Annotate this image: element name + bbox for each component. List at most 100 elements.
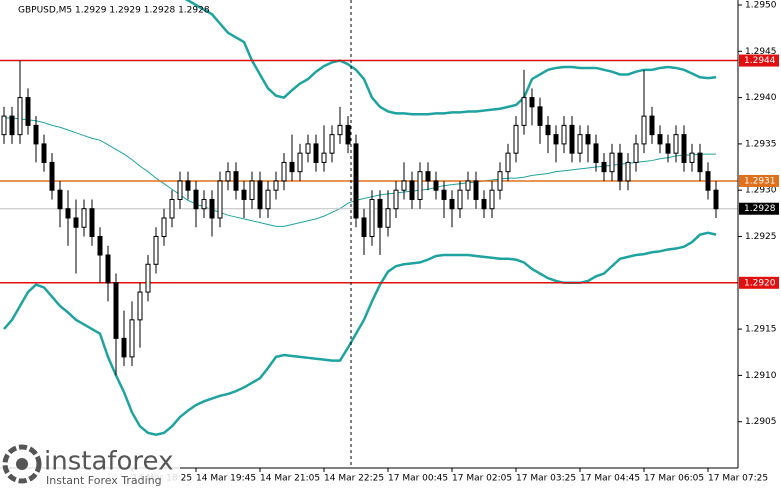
candle-body: [153, 236, 159, 265]
candle-body: [353, 143, 359, 219]
candle-body: [217, 180, 223, 219]
candle-body: [417, 171, 423, 200]
candle-body: [657, 134, 663, 145]
candle-body: [457, 189, 463, 210]
candle-body: [249, 180, 255, 200]
candle-body: [369, 198, 375, 238]
candle-body: [529, 97, 535, 108]
candle-body: [561, 124, 567, 145]
candle-body: [713, 189, 719, 210]
candle-body: [489, 189, 495, 210]
candle-body: [473, 180, 479, 200]
candle-body: [521, 97, 527, 126]
candle-body: [577, 134, 583, 154]
candle-body: [665, 143, 671, 154]
candle-body: [49, 161, 55, 191]
candle-body: [585, 134, 591, 145]
candle-body: [225, 171, 231, 182]
candle-body: [33, 124, 39, 145]
candle-body: [321, 152, 327, 163]
candle-body: [129, 319, 135, 358]
y-tick-label: 1.2940: [745, 93, 777, 103]
candle-body: [233, 171, 239, 191]
candle-body: [313, 143, 319, 163]
candle-body: [9, 115, 15, 136]
axes: 1.2950 1.2945 1.2940 1.2935 1.2930 1.2925 1.29…: [131, 1, 779, 484]
candle-body: [649, 115, 655, 136]
candle-body: [265, 189, 271, 210]
x-tick-label: 14 Mar 21:05: [260, 474, 320, 484]
level-label: 1.2920: [744, 278, 776, 288]
candle-body: [569, 124, 575, 154]
logo-core: [16, 458, 28, 470]
candle-body: [281, 161, 287, 182]
candle-body: [505, 152, 511, 173]
candle-body: [97, 236, 103, 256]
level-label: 1.2944: [744, 56, 776, 66]
candle-body: [273, 180, 279, 191]
candle-body: [89, 208, 95, 238]
y-tick-label: 1.2905: [745, 417, 777, 427]
candle-body: [201, 198, 207, 210]
candle-body: [425, 171, 431, 182]
candle-body: [545, 124, 551, 136]
candle-body: [345, 124, 351, 145]
candle-body: [609, 152, 615, 173]
candle-body: [185, 180, 191, 191]
candle-body: [25, 97, 31, 126]
candle-body: [377, 198, 383, 228]
brand: instaforex: [44, 447, 173, 477]
x-tick-label: 17 Mar 02:05: [452, 474, 512, 484]
candle-body: [193, 189, 199, 210]
candle-body: [497, 171, 503, 191]
x-tick-label: 17 Mar 07:25: [708, 474, 768, 484]
band-middle: [4, 117, 716, 227]
candle-body: [689, 152, 695, 163]
candle-body: [633, 143, 639, 163]
level-box: [739, 276, 779, 289]
x-tick-label: 17 Mar 06:05: [644, 474, 704, 484]
candle-body: [209, 198, 215, 219]
y-tick-label: 1.2925: [745, 232, 777, 242]
x-tick-label: 14 Mar 19:45: [196, 474, 256, 484]
candle-body: [81, 208, 87, 228]
level-label: 1.2931: [744, 176, 776, 186]
candle-body: [617, 152, 623, 182]
candle-body: [161, 217, 167, 237]
candle-body: [169, 198, 175, 219]
candle-body: [681, 134, 687, 163]
x-tick-label: 17 Mar 04:45: [580, 474, 640, 484]
candle-body: [337, 124, 343, 136]
candle-body: [17, 97, 23, 136]
candle-body: [625, 161, 631, 182]
candle-body: [73, 217, 79, 228]
level-box: [739, 54, 779, 67]
candle-body: [289, 161, 295, 173]
y-tick-label: 1.2915: [745, 325, 777, 335]
chart-title: GBPUSD,M5 1.2929 1.2929 1.2928 1.2928: [18, 6, 210, 16]
y-tick-label: 1.2950: [745, 1, 777, 11]
level-box: [739, 202, 779, 215]
candle-body: [257, 180, 263, 210]
candle-body: [705, 171, 711, 191]
candle-body: [385, 208, 391, 228]
x-tick-label: 14 Mar 22:25: [324, 474, 384, 484]
candle-body: [673, 134, 679, 154]
candle-body: [401, 180, 407, 191]
candle-body: [513, 124, 519, 154]
candle-body: [465, 180, 471, 191]
band-upper: [184, 0, 717, 116]
candle-body: [441, 189, 447, 200]
candle-body: [177, 180, 183, 200]
candle-body: [57, 189, 63, 210]
candle-body: [241, 189, 247, 200]
level-label: 1.2928: [744, 204, 776, 214]
candle-body: [113, 282, 119, 339]
candle-body: [553, 134, 559, 145]
candle-body: [641, 115, 647, 145]
x-tick-label: 17 Mar 03:25: [516, 474, 576, 484]
candle-body: [697, 152, 703, 173]
candle-body: [65, 208, 71, 219]
plot-area: [0, 0, 738, 436]
